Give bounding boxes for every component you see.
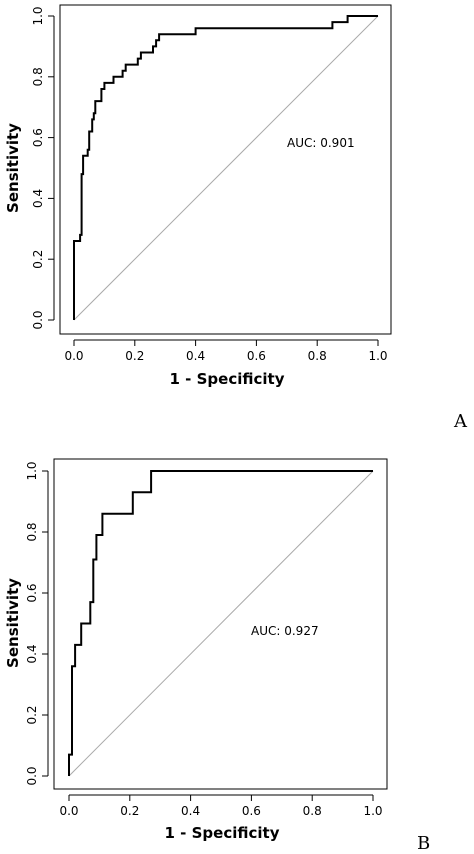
panel-a-x-tick-label: 0.2 <box>125 349 144 363</box>
panel-b-x-tick-label: 0.6 <box>242 804 261 818</box>
panel-a-y-tick-label: 0.6 <box>31 128 45 147</box>
panel-a-x-tick-label: 0.0 <box>64 349 83 363</box>
panel-a-x-tick-label: 1.0 <box>368 349 387 363</box>
panel-a-ylabel: Sensitivity <box>4 123 22 213</box>
panel-a-reference-diagonal <box>73 15 379 321</box>
panel-a-y-tick-label: 0.4 <box>31 189 45 208</box>
panel-a-y-tick-label: 0.8 <box>31 67 45 86</box>
panel-b-y-tick-label: 0.8 <box>25 522 39 541</box>
panel-b-auc-annotation: AUC: 0.927 <box>251 624 319 638</box>
panel-b-x-tick-label: 1.0 <box>363 804 382 818</box>
panel-a-frame <box>59 4 392 335</box>
panel-a-x-tick-label: 0.6 <box>247 349 266 363</box>
panel-b-xlabel: 1 - Specificity <box>165 824 280 842</box>
panel-b: 0.0 0.2 0.4 0.6 0.8 1.0 0.0 0.2 0.4 0.6 0.8 1.0 1 … <box>4 458 430 854</box>
panel-a-letter: A <box>453 411 468 432</box>
panel-b-x-tick-label: 0.0 <box>59 804 78 818</box>
panel-a-roc-curve <box>73 15 378 320</box>
panel-b-x-tick-label: 0.8 <box>303 804 322 818</box>
panel-a-y-tick-label: 0.0 <box>31 310 45 329</box>
panel-a-y-axis: 0.0 0.2 0.4 0.6 0.8 1.0 <box>31 6 55 330</box>
panel-b-reference-diagonal <box>68 470 374 777</box>
panel-a-y-tick-label: 1.0 <box>31 6 45 25</box>
panel-b-roc-curve <box>68 470 373 776</box>
panel-a-x-axis: 0.0 0.2 0.4 0.6 0.8 1.0 <box>64 339 388 363</box>
panel-a-xlabel: 1 - Specificity <box>170 370 285 388</box>
panel-b-y-tick-label: 0.2 <box>25 705 39 724</box>
panel-b-ylabel: Sensitivity <box>4 578 22 668</box>
panel-b-frame <box>53 458 388 790</box>
panel-b-y-tick-label: 0.4 <box>25 644 39 663</box>
panel-b-letter: B <box>417 833 430 854</box>
panel-a-x-tick-label: 0.8 <box>308 349 327 363</box>
panel-b-x-tick-label: 0.2 <box>120 804 139 818</box>
panel-a-auc-annotation: AUC: 0.901 <box>287 136 355 150</box>
panel-b-y-tick-label: 0.6 <box>25 583 39 602</box>
panel-b-y-axis: 0.0 0.2 0.4 0.6 0.8 1.0 <box>25 461 49 786</box>
panel-a-x-tick-label: 0.4 <box>186 349 205 363</box>
panel-a-y-tick-label: 0.2 <box>31 250 45 269</box>
panel-a: 0.0 0.2 0.4 0.6 0.8 1.0 0.0 0.2 0.4 0.6 0.8 1.0 1 … <box>4 4 468 432</box>
panel-b-x-axis: 0.0 0.2 0.4 0.6 0.8 1.0 <box>59 794 383 818</box>
panel-b-x-tick-label: 0.4 <box>181 804 200 818</box>
panel-b-y-tick-label: 0.0 <box>25 766 39 785</box>
panel-b-y-tick-label: 1.0 <box>25 461 39 480</box>
